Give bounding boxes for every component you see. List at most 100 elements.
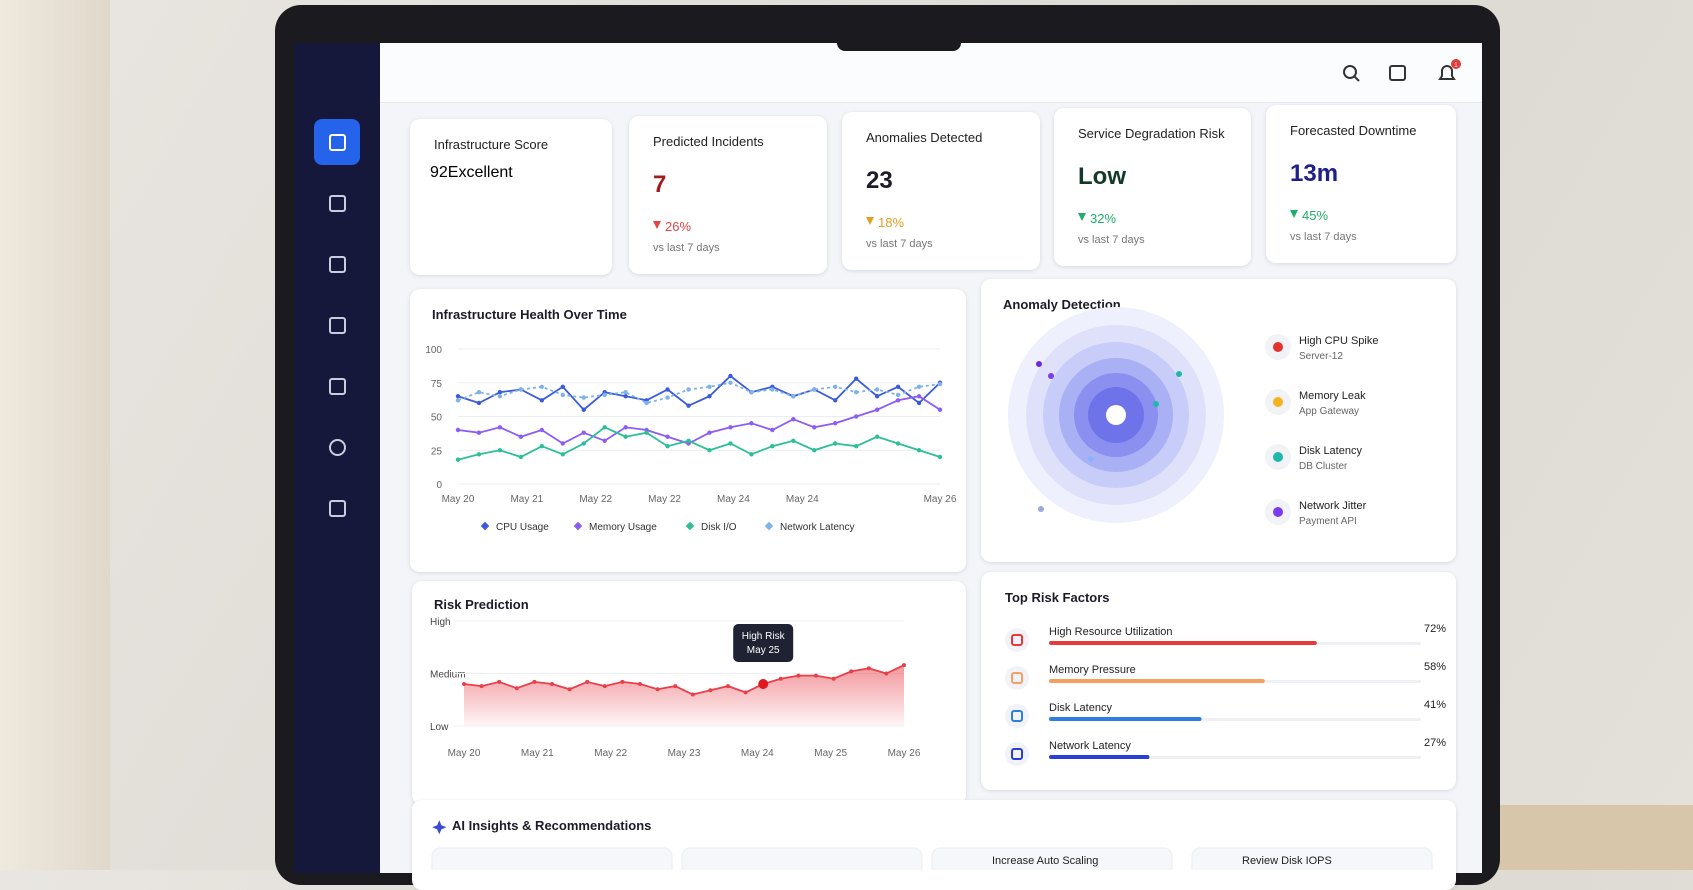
series-point <box>833 384 838 389</box>
series-point <box>749 390 754 395</box>
x-tick-label: May 24 <box>786 494 819 505</box>
search-icon[interactable] <box>1343 65 1357 79</box>
series-point <box>707 384 712 389</box>
series-point <box>455 398 461 403</box>
insight-card <box>431 847 673 889</box>
tooltip <box>733 624 794 662</box>
series-line <box>457 381 941 404</box>
insight-title: Review Disk IOPS <box>1242 855 1332 867</box>
risk-point <box>902 663 906 668</box>
factor-name: Disk Latency <box>1049 702 1112 714</box>
item-name: Disk Latency <box>1299 445 1362 457</box>
nav-item[interactable] <box>314 424 360 470</box>
kpi-value: 13m <box>1290 160 1339 187</box>
nav-item[interactable] <box>314 363 360 409</box>
x-tick-label: May 24 <box>741 748 774 759</box>
nav-icon <box>328 499 346 517</box>
series-point <box>707 430 712 435</box>
nav-icon <box>328 438 346 456</box>
series-point <box>560 441 565 446</box>
tooltip-date: May 25 <box>747 645 780 656</box>
notch <box>837 43 961 51</box>
factors-chart: Top Risk Factors High Resource Utilizatio… <box>1005 590 1446 766</box>
x-tick-label: May 22 <box>648 494 681 505</box>
panel-title: AI Insights & Recommendations <box>452 818 651 833</box>
series-point <box>874 394 880 399</box>
risk-point <box>831 676 836 681</box>
series-point <box>602 392 607 398</box>
series-point <box>895 441 901 446</box>
change-value: 32% <box>1090 211 1117 226</box>
y-tick-label: 50 <box>431 413 443 424</box>
panel-title: Top Risk Factors <box>1005 590 1110 605</box>
factor-name: High Resource Utilization <box>1049 626 1173 638</box>
item-dot <box>1273 452 1283 462</box>
series-point <box>749 421 754 426</box>
series-point <box>602 438 607 443</box>
series-point <box>581 441 586 446</box>
series-point <box>791 417 796 422</box>
x-tick-label: May 22 <box>594 748 627 759</box>
kpi-value: Low <box>1078 163 1126 190</box>
series-point <box>895 392 901 398</box>
risk-point <box>814 673 818 678</box>
series-point <box>623 394 628 399</box>
series-point <box>644 430 649 435</box>
kpi-change: 18% <box>866 215 904 230</box>
risk-point <box>497 679 502 684</box>
kpi-note: vs last 7 days <box>653 242 720 254</box>
series-point <box>770 387 775 392</box>
series-point <box>707 448 712 453</box>
series-point <box>916 400 922 406</box>
arrow-icon <box>1078 213 1086 223</box>
series-point <box>770 427 775 433</box>
item-source: App Gateway <box>1299 406 1359 417</box>
risk-point <box>602 684 607 689</box>
series-point <box>728 380 733 385</box>
nav-item[interactable] <box>314 302 360 348</box>
kpi-change: 32% <box>1078 211 1116 226</box>
anomaly-chart: Anomaly Detection High CPU Spike Server-12… <box>1003 297 1378 527</box>
series-point <box>497 390 503 395</box>
nav-icon <box>328 316 346 334</box>
search-handle <box>1353 75 1360 82</box>
risk-point <box>708 688 713 693</box>
factor-bar <box>1049 717 1202 721</box>
legend-swatch <box>480 521 490 531</box>
risk-point <box>758 679 769 689</box>
legend-label: Memory Usage <box>589 522 657 533</box>
y-tick-label: 75 <box>431 379 443 390</box>
nav-item[interactable] <box>314 485 360 531</box>
kpi-card: Anomalies Detected 23 18% vs last 7 days <box>842 112 1040 270</box>
nav-item[interactable] <box>314 180 360 226</box>
arrow-icon <box>653 221 661 231</box>
series-point <box>895 384 901 389</box>
series-point <box>728 425 733 430</box>
factor-value: 27% <box>1424 737 1446 749</box>
item-name: Memory Leak <box>1299 390 1366 402</box>
nav-item[interactable] <box>314 119 360 165</box>
legend-swatch <box>764 521 774 531</box>
series-point <box>518 454 524 460</box>
series-point <box>853 444 859 449</box>
risk-point <box>866 666 871 671</box>
nav-item[interactable] <box>314 241 360 287</box>
anomaly-dot <box>1036 361 1042 367</box>
series-point <box>853 414 859 419</box>
insight-card <box>681 847 923 889</box>
series-point <box>937 407 943 412</box>
bell-icon[interactable] <box>1438 65 1456 80</box>
series-point <box>560 452 565 457</box>
risk-point <box>690 692 695 697</box>
x-tick-label: May 25 <box>814 748 847 759</box>
calendar-icon[interactable] <box>1389 65 1406 81</box>
kpi-title: Forecasted Downtime <box>1290 123 1417 138</box>
y-tick-label: 100 <box>425 345 442 356</box>
series-point <box>749 452 754 457</box>
series-point <box>539 384 545 389</box>
series-point <box>791 394 796 399</box>
sidebar <box>294 43 380 873</box>
badge-count: 1 <box>1454 62 1458 69</box>
kpi-value: 7 <box>653 171 667 198</box>
